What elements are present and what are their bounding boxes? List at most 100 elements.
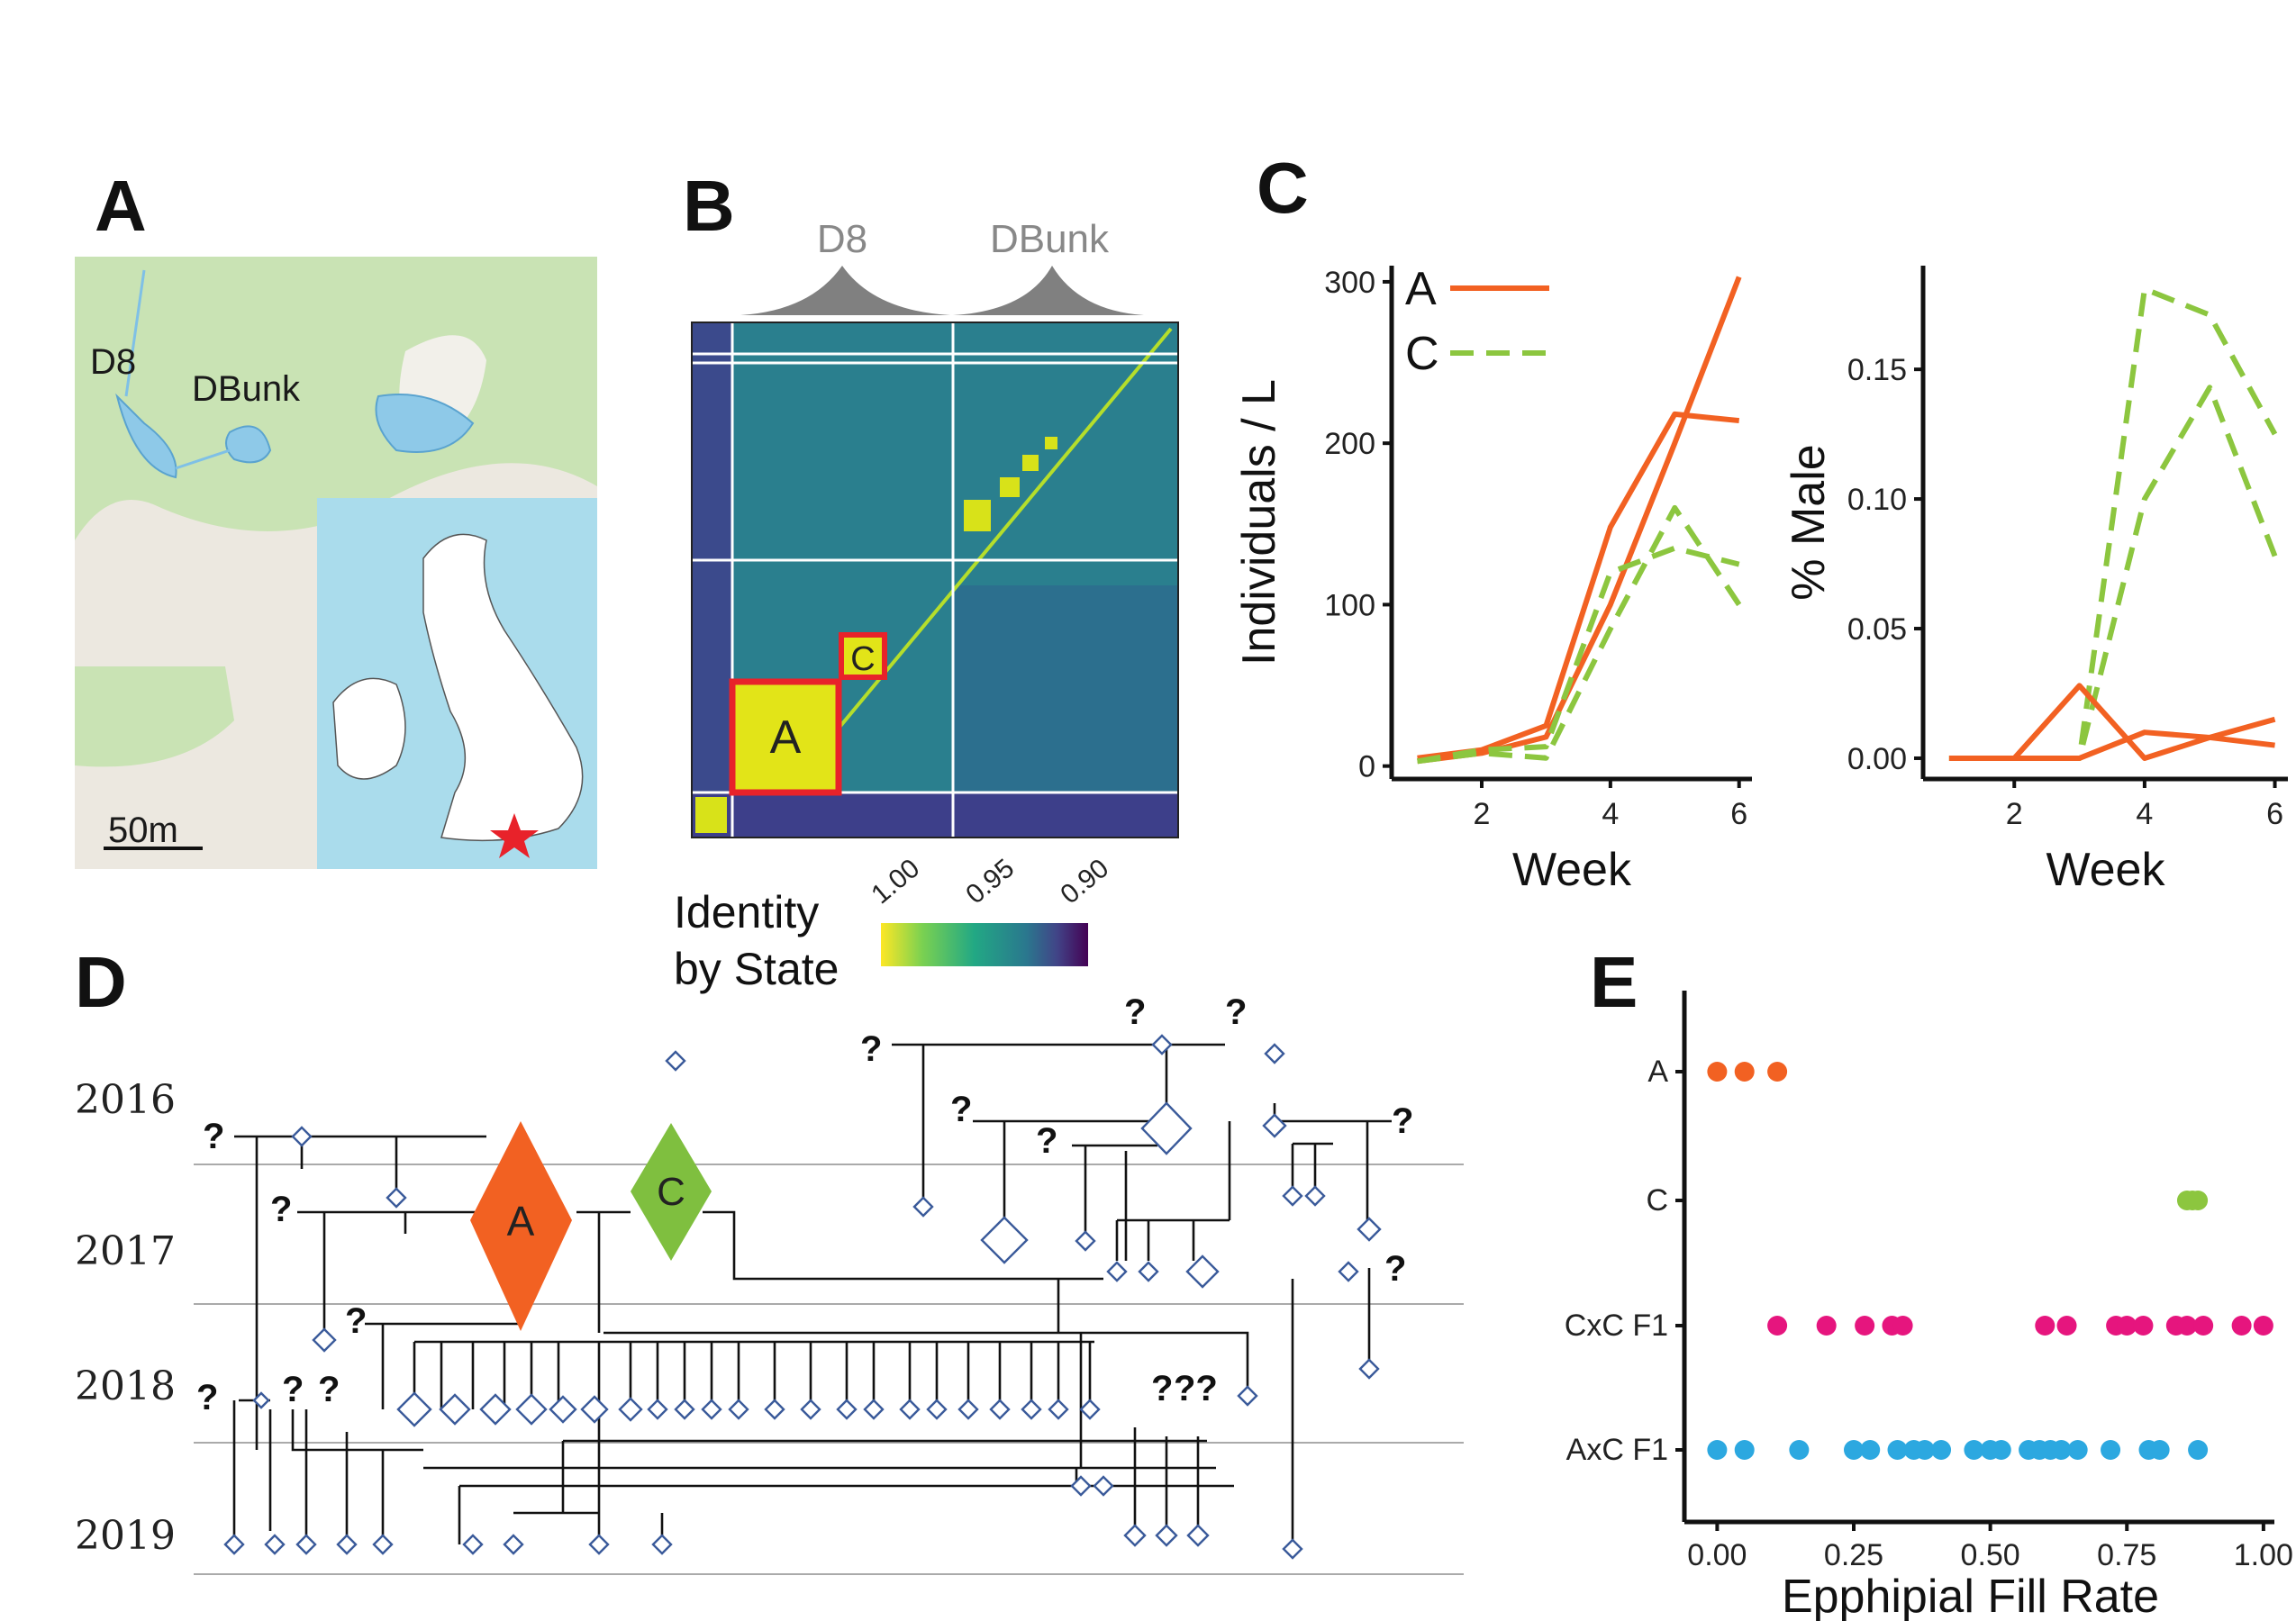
year-label-2016: 2016 [75,1077,176,1123]
group-label-dbunk: DBunk [990,217,1110,261]
individual [336,1534,358,1555]
point-axc-f1 [1964,1440,1984,1460]
x-axis-title: Week [2046,844,2166,896]
chart-c-left: 2 4 6 0 100 200 300 Week Individuals / L AC [1233,263,1752,896]
series-line-a [1417,411,1740,761]
individual [1155,1524,1178,1547]
individual [295,1534,317,1555]
individual [580,1395,609,1424]
x-tick-label: 4 [2136,797,2153,831]
individual [462,1534,484,1555]
unknown-parent: ? [196,1378,218,1417]
point-cxc-f1 [2231,1316,2252,1336]
legend-label: A [1405,263,1437,315]
y-tick-label: 200 [1324,427,1375,461]
heatmap-block-a-label: A [770,711,802,764]
individual-medium [1185,1254,1220,1289]
point-a [1767,1062,1788,1082]
x-axis-title: Week [1512,844,1632,896]
point-a [1707,1062,1728,1082]
panel-a-label: A [95,166,147,246]
individual [1075,1230,1096,1252]
point-cxc-f1 [2117,1316,2137,1336]
map-label-d8: D8 [90,342,136,382]
individual [503,1534,524,1555]
series-line-c [1417,545,1740,765]
individual [674,1399,695,1420]
individual-large [1140,1101,1193,1155]
pond-east [375,394,475,453]
point-axc-f1 [1887,1440,1908,1460]
y-tick-label: C [1646,1183,1668,1218]
panel-b-label: B [683,166,735,246]
individual [1093,1475,1114,1497]
panel-b: B D8 DBunk A C Identity by State 1.00 0.… [674,166,1179,994]
heatmap-outgroup-column [692,322,732,838]
year-label-2018: 2018 [75,1363,176,1409]
map-label-dbunk: DBunk [192,369,301,409]
point-cxc-f1 [2056,1316,2077,1336]
unknown-parent: ? [282,1370,304,1409]
y-tick-label: A [1647,1055,1668,1089]
individual [223,1534,245,1555]
colorbar-title-1: Identity [674,887,819,937]
point-cxc-f1 [2193,1316,2214,1336]
individual [1304,1185,1326,1207]
panel-e-label: E [1590,942,1638,1022]
bracket-d8 [740,266,950,315]
point-cxc-f1 [1816,1316,1837,1336]
unknown-parent: ? [1036,1121,1057,1161]
x-tick-label: 0.75 [2097,1538,2156,1572]
individual [1262,1113,1287,1138]
y-axis-title: % Male [1783,444,1835,600]
individual [728,1399,749,1420]
panel-d: D 2016 2017 2018 2019 A C ? ? ? ? ? ? ? … [75,942,1464,1575]
founder-c-icon [631,1123,712,1261]
panel-e: E A C CxC F1 AxC F1 0.00 0.25 0.50 0.75 1.00 Epph… [1565,942,2293,1621]
point-axc-f1 [1860,1440,1881,1460]
individual [264,1534,286,1555]
series-line-c [1948,285,2278,761]
colorbar [881,923,1088,966]
unknown-parent: ? [318,1370,340,1409]
heatmap-cluster-1 [964,500,991,531]
colorbar-tick-1: 1.00 [866,854,925,910]
point-cxc-f1 [2253,1316,2273,1336]
pond-dbunk [225,425,272,464]
pedigree-individuals [223,1034,1382,1560]
heatmap-block-c [839,632,887,680]
unknown-parent: ? [345,1301,367,1341]
individual [588,1534,610,1555]
individual [1021,1399,1042,1420]
individual [1079,1399,1101,1420]
colorbar-title-2: by State [674,944,839,994]
series-line-a [1948,729,2275,761]
point-axc-f1 [1844,1440,1865,1460]
year-label-2017: 2017 [75,1228,176,1274]
map-woodland-south [75,666,234,767]
panel-a: A D8 DBunk 50m [75,166,597,869]
heatmap-diagonal [791,327,1173,785]
y-tick-label: 0.05 [1847,612,1907,647]
unknown-parent: ? [203,1117,224,1156]
y-tick-label: 0.15 [1847,353,1907,387]
x-tick-label: 6 [2266,797,2283,831]
point-a [1734,1062,1755,1082]
point-c [2188,1191,2209,1210]
series-line-c [1417,504,1742,765]
point-axc-f1 [1931,1440,1952,1460]
individual [1282,1538,1303,1560]
individual [1358,1358,1380,1380]
point-cxc-f1 [1767,1316,1788,1336]
individual [1138,1261,1159,1282]
y-tick-label: 0.10 [1847,483,1907,517]
point-cxc-f1 [2176,1316,2197,1336]
individual [912,1196,934,1218]
point-axc-f1 [2101,1440,2121,1460]
heatmap-frame [691,321,1179,838]
heatmap-cluster-4 [1045,437,1057,449]
pedigree-lines [232,1043,1392,1544]
x-tick-label: 0.25 [1824,1538,1883,1572]
individual [1070,1475,1092,1497]
individual [1237,1385,1258,1407]
